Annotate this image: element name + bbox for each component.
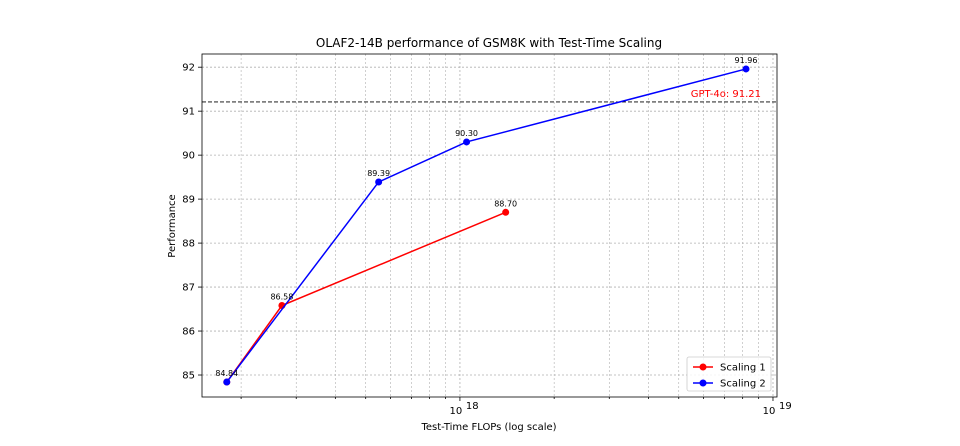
- y-tick-label: 92: [182, 63, 195, 74]
- y-tick-label: 86: [182, 327, 195, 338]
- chart-title: OLAF2-14B performance of GSM8K with Test…: [316, 36, 662, 50]
- y-tick-label: 91: [182, 107, 195, 118]
- y-tick-label: 87: [182, 283, 195, 294]
- series-group: [223, 65, 750, 386]
- plot-frame: [201, 53, 778, 398]
- legend-marker-series-1: [699, 363, 707, 371]
- data-label-series-1: 88.70: [494, 199, 517, 208]
- data-label-series-1: 84.84: [215, 369, 238, 378]
- y-tick-label: 89: [182, 195, 195, 206]
- y-tick-label: 88: [182, 239, 195, 250]
- data-label-series-2: 90.30: [455, 129, 478, 138]
- legend-marker-series-2: [699, 379, 707, 387]
- y-axis-title: Performance: [167, 194, 178, 257]
- data-point-series-2: [223, 378, 231, 386]
- x-tick-label-exponent: 18: [466, 401, 479, 412]
- reference-line-group: GPT-4o: 91.21: [202, 89, 777, 103]
- data-label-series-2: 89.39: [367, 169, 390, 178]
- data-labels: 84.84 86.58 88.70 89.39 90.30 91.96: [215, 56, 757, 378]
- data-point-series-2: [463, 138, 471, 146]
- data-point-series-2: [375, 178, 383, 186]
- series-line-2: [226, 68, 747, 383]
- x-axis-title: Test-Time FLOPs (log scale): [420, 422, 556, 433]
- data-point-series-1: [502, 208, 510, 216]
- y-tick-label: 90: [182, 151, 195, 162]
- data-label-series-1: 86.58: [270, 293, 293, 302]
- legend: Scaling 1 Scaling 2: [686, 356, 772, 392]
- x-tick-label-exponent: 19: [779, 401, 792, 412]
- legend-label-series-1: Scaling 1: [720, 363, 766, 374]
- data-point-series-2: [742, 65, 750, 73]
- data-label-series-2: 91.96: [735, 56, 758, 65]
- legend-label-series-2: Scaling 2: [720, 379, 766, 390]
- reference-line-label: GPT-4o: 91.21: [691, 89, 761, 100]
- grid: [202, 54, 777, 397]
- y-tick-label: 85: [182, 371, 195, 382]
- x-tick-label-base: 10: [763, 406, 776, 417]
- x-tick-label-base: 10: [450, 406, 463, 417]
